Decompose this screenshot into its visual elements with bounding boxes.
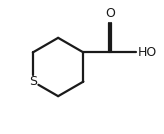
Text: O: O bbox=[105, 7, 115, 20]
Text: HO: HO bbox=[138, 46, 157, 59]
Text: S: S bbox=[29, 75, 37, 88]
